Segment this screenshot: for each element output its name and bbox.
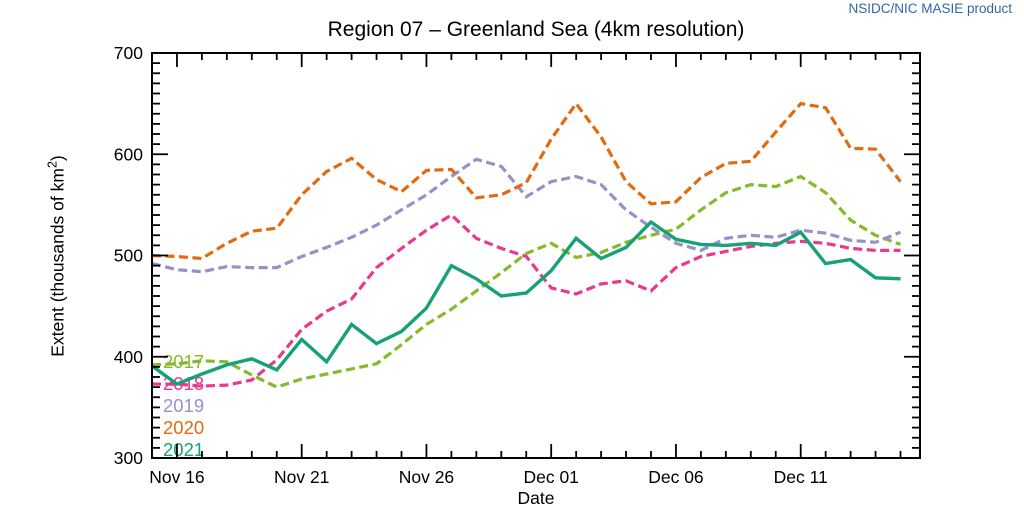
series-line-2017	[151, 174, 902, 389]
x-axis-tick-label: Nov 26	[399, 467, 454, 487]
x-axis-tick-label: Dec 11	[774, 467, 828, 487]
series-line-2018	[152, 213, 901, 388]
product-attribution: NSIDC/NIC MASIE product	[848, 1, 1012, 16]
x-axis-title: Date	[517, 488, 555, 508]
x-axis-tick-label: Dec 06	[648, 467, 703, 487]
series-line-2021	[150, 219, 901, 387]
y-axis-tick-label: 400	[114, 347, 143, 367]
y-axis-tick-label: 500	[114, 246, 143, 266]
series-line-2020	[151, 100, 902, 261]
y-axis-tick-label: 300	[114, 448, 143, 468]
x-axis-tick-label: Nov 16	[149, 467, 204, 487]
y-axis-tick-label: 600	[114, 144, 143, 164]
x-axis-tick-label: Nov 21	[274, 467, 329, 487]
chart-title: Region 07 – Greenland Sea (4km resolutio…	[327, 18, 745, 41]
series-line-2019	[151, 157, 902, 274]
legend-label-2019: 2019	[163, 395, 204, 416]
x-axis-tick-label: Dec 01	[523, 467, 578, 487]
axis-box	[151, 52, 921, 459]
legend-label-2020: 2020	[163, 417, 204, 438]
legend-label-2021: 2021	[163, 439, 204, 460]
y-axis-tick-label: 700	[114, 43, 143, 63]
